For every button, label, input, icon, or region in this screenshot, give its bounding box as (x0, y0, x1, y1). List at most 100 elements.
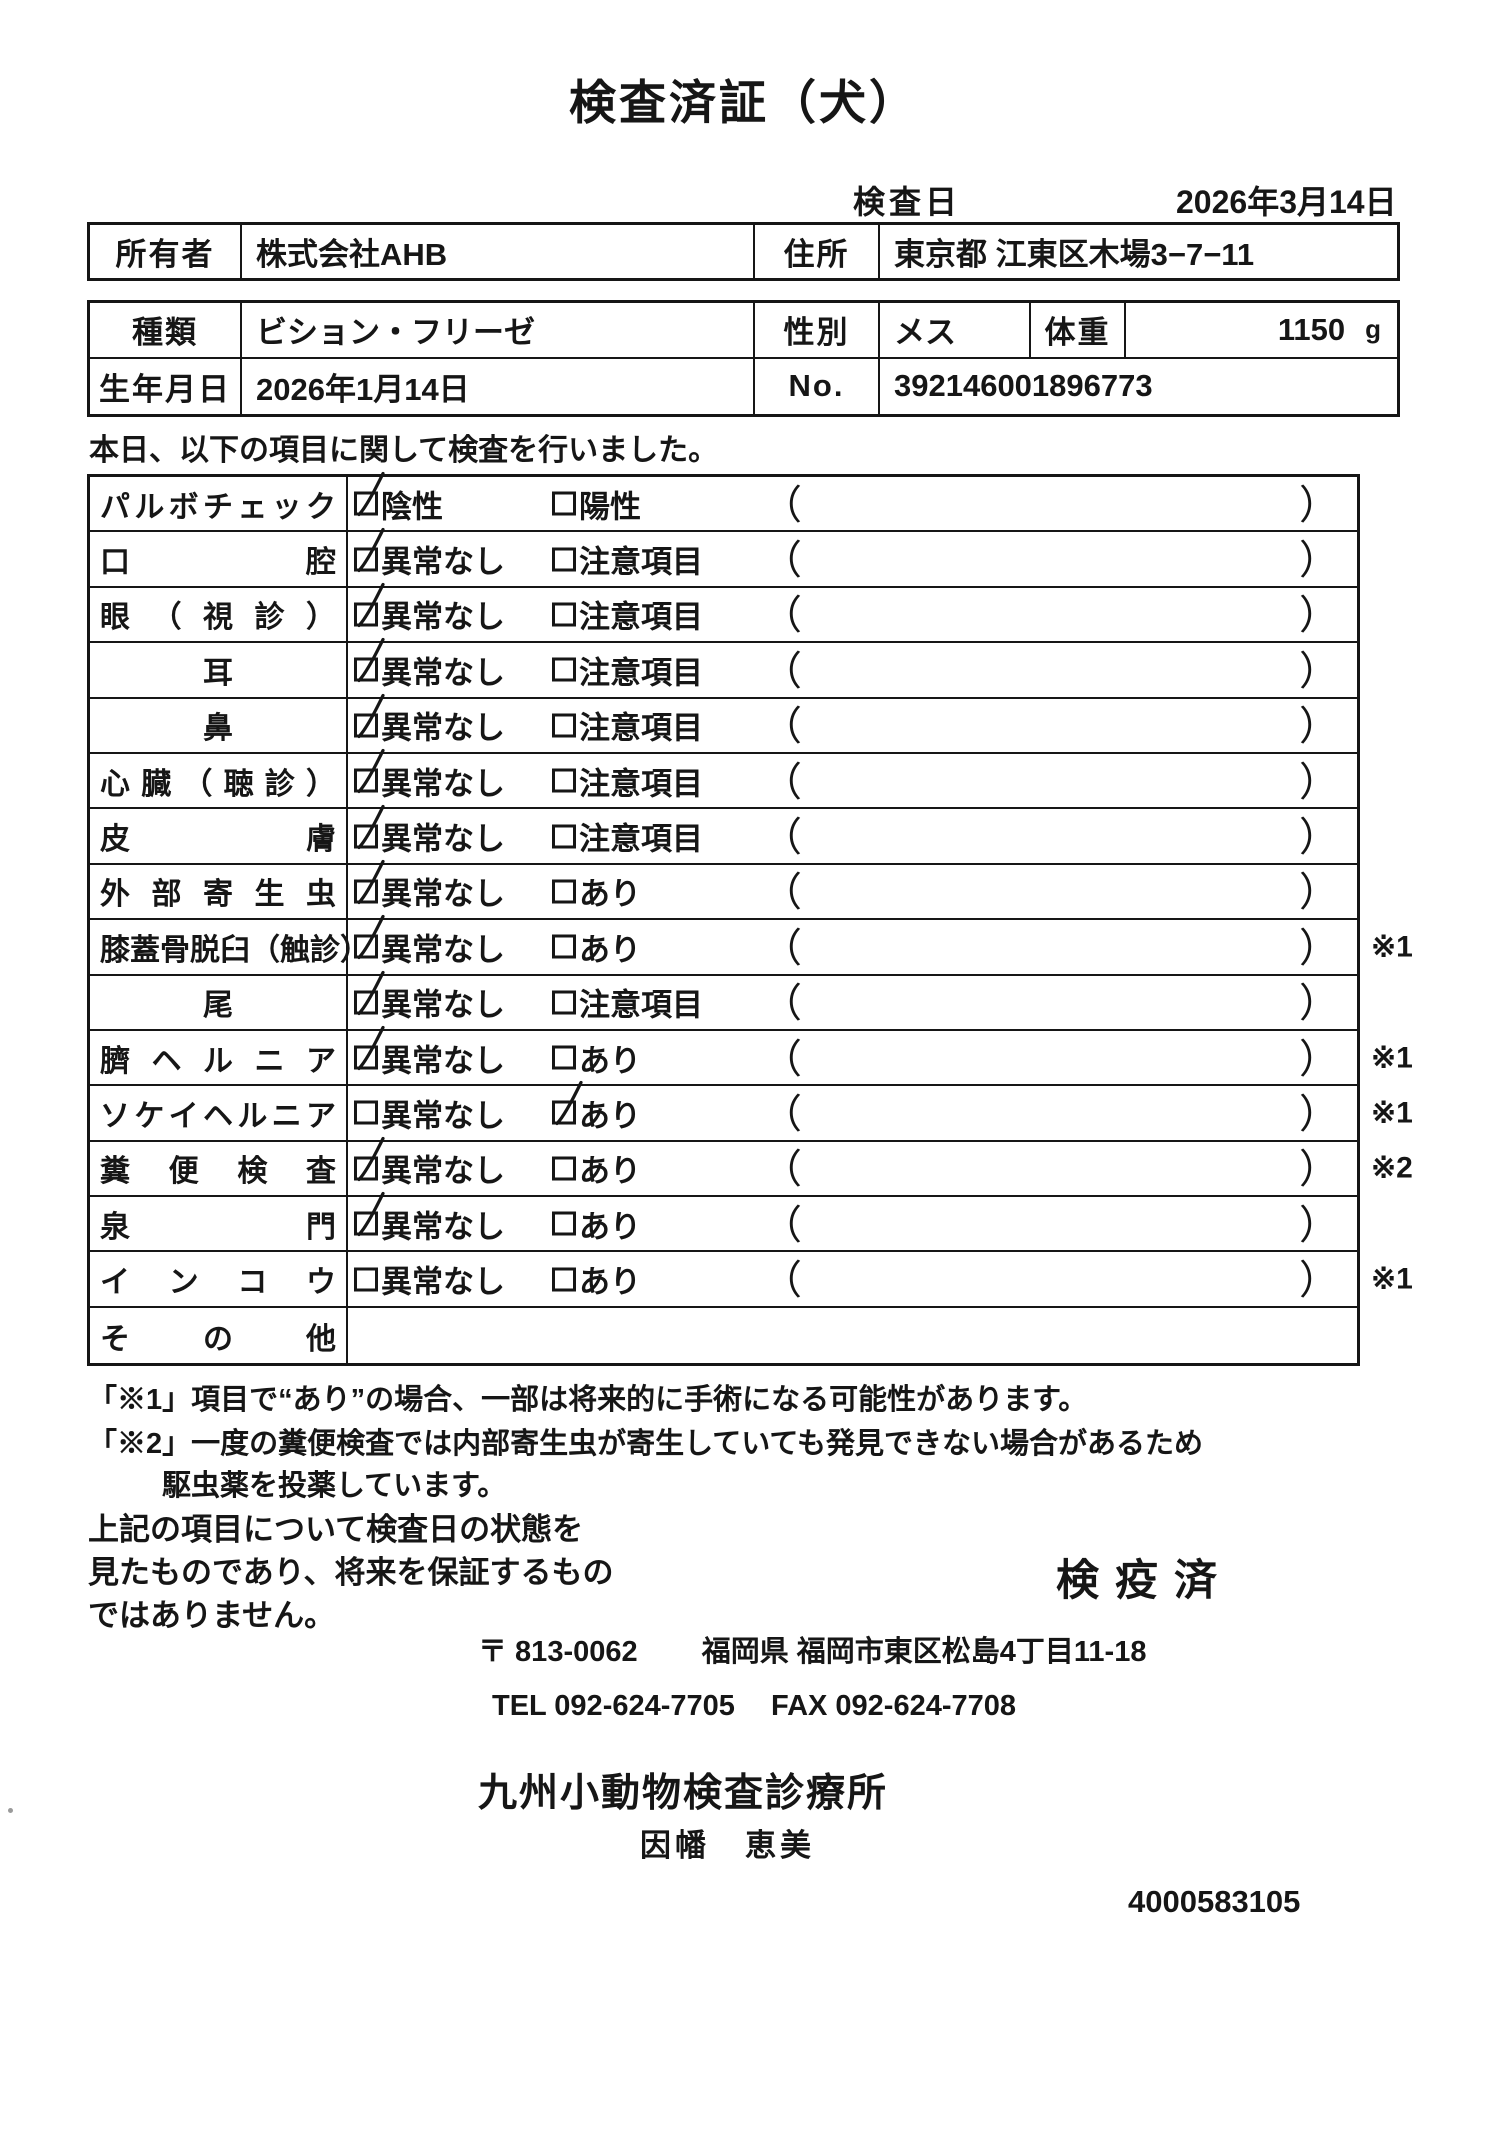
option-label: 異常なし (381, 1043, 505, 1079)
item-char: 聴 (223, 767, 254, 801)
birthdate-value: 2026年1月14日 (240, 358, 753, 414)
paren-close: ） (1299, 649, 1339, 694)
option-label: あり (579, 1098, 641, 1134)
item-label: 心臓 （ 聴診 ） (90, 753, 348, 808)
option-label: 異常なし (381, 766, 505, 802)
result-option: 異常なし (354, 527, 505, 582)
checkbox-checked (354, 1025, 385, 1071)
table-row: 耳 異常なし 注意項目 （ ） (90, 638, 1357, 699)
item-char: （ (182, 767, 213, 801)
option-label: 異常なし (381, 544, 505, 580)
paren-open: （ (762, 1092, 802, 1137)
item-char: 寄 (203, 878, 233, 912)
owner-address-box: 所有者 株式会社AHB 住所 東京都 江東区木場3−7−11 (87, 222, 1400, 281)
checkbox-unchecked (552, 657, 576, 682)
paren-open: （ (762, 926, 802, 971)
checkbox-unchecked (552, 934, 576, 959)
note-mark: ※1 (1371, 930, 1413, 964)
row-content: 異常なし 注意項目 （ ） (348, 527, 1357, 585)
item-char: 膚 (306, 823, 336, 857)
check-mark-icon (555, 1081, 583, 1126)
paren-close: ） (1299, 1092, 1339, 1137)
item-char: 蓋 (130, 933, 160, 967)
row-content: 異常なし あり （ ） (348, 1025, 1357, 1084)
checkbox-unchecked (552, 602, 576, 627)
row-content: 異常なし あり （ ） (348, 1252, 1357, 1305)
checkbox-checked (354, 915, 385, 960)
paren-open: （ (762, 649, 802, 694)
item-char: 診 (310, 933, 340, 967)
clinic-postal-line: 〒 813-0062 福岡県 福岡市東区松島4丁目11-18 (478, 1628, 1146, 1670)
paren-close: ） (1299, 538, 1339, 583)
result-option: 注意項目 (552, 814, 703, 859)
checkbox-unchecked (552, 1156, 576, 1181)
row-content: 異常なし 注意項目 （ ） (348, 582, 1357, 641)
checkbox-unchecked (552, 713, 576, 738)
option-label: 注意項目 (579, 821, 703, 857)
number-label: No. (753, 358, 878, 414)
sex-value: メス (878, 303, 1029, 357)
result-option: 異常なし (354, 859, 505, 914)
inspection-table: パルボチェック陰性 陽性（）口腔異常なし 注意項目（）眼（視診）異常なし 注意項目（）… (87, 472, 1413, 1367)
item-char: ソ (100, 1099, 130, 1133)
row-content: 異常なし 注意項目 （ ） (348, 693, 1357, 752)
clinic-name: 九州小動物検査診療所 (478, 1772, 889, 1815)
item-char: 外 (100, 878, 130, 912)
option-label: 注意項目 (579, 987, 703, 1023)
option-label: 異常なし (381, 1264, 505, 1300)
option-label: あり (579, 1209, 641, 1245)
paren-close: ） (1299, 1203, 1339, 1248)
breed-row: 種類 ビション・フリーゼ 性別 メス 体重 1150 g (90, 303, 1397, 359)
item-char: 口 (100, 546, 130, 580)
item-char: 心 (100, 767, 130, 801)
option-label: あり (579, 1264, 641, 1300)
paren-open: （ (762, 483, 802, 528)
item-char: 診 (254, 601, 285, 635)
option-label: 異常なし (381, 655, 505, 691)
item-char: コ (237, 1266, 268, 1300)
result-option: 注意項目 (552, 980, 703, 1025)
checkbox-checked (354, 804, 385, 849)
checkbox-unchecked (552, 1211, 576, 1236)
check-mark-icon (357, 915, 385, 960)
table-row: その他 (90, 1307, 1357, 1364)
item-char: 皮 (100, 823, 130, 857)
item-char: 臓 (141, 767, 172, 801)
number-value: 392146001896773 (878, 358, 1397, 414)
option-label: 異常なし (381, 1153, 505, 1189)
result-option: 異常なし (354, 1192, 505, 1246)
row-content: 陰性 陽性 （ ） (348, 472, 1357, 530)
check-mark-icon (357, 1136, 385, 1181)
paren-close: ） (1299, 594, 1339, 639)
paren-close: ） (1299, 1148, 1339, 1193)
item-char: 耳 (203, 656, 233, 690)
quarantine-stamp: 検疫済 (1056, 1557, 1233, 1605)
table-row: 外部寄生虫異常なし あり（） (90, 859, 1357, 921)
result-option: 異常なし (354, 1025, 505, 1080)
check-mark-icon (357, 582, 385, 628)
row-content (348, 1308, 1357, 1363)
item-label: 口腔 (90, 532, 348, 586)
paren-open: （ (762, 1258, 802, 1303)
option-label: 異常なし (381, 821, 505, 857)
note-mark: ※1 (1371, 1041, 1413, 1075)
option-label: 陰性 (381, 489, 443, 525)
result-option: 異常なし (354, 804, 505, 859)
result-option: あり (552, 924, 641, 969)
owner-value: 株式会社AHB (240, 225, 753, 278)
item-char: ） (305, 767, 336, 801)
paren-open: （ (762, 981, 802, 1026)
result-option: 異常なし (354, 915, 505, 969)
item-char: ニ (254, 1044, 285, 1078)
item-label: 膝蓋骨脱臼（触診） (90, 920, 370, 974)
result-option: あり (552, 1081, 641, 1135)
check-mark-icon (357, 749, 385, 794)
result-option: 注意項目 (552, 537, 703, 582)
result-option: 異常なし (354, 1136, 505, 1191)
table-row: 泉門異常なし あり（） (90, 1192, 1357, 1253)
birthdate-label: 生年月日 (99, 371, 231, 407)
item-char: ン (168, 1266, 199, 1300)
result-option: 異常なし (354, 582, 505, 637)
item-char: パ (100, 490, 130, 524)
item-char: 脱 (190, 933, 220, 967)
